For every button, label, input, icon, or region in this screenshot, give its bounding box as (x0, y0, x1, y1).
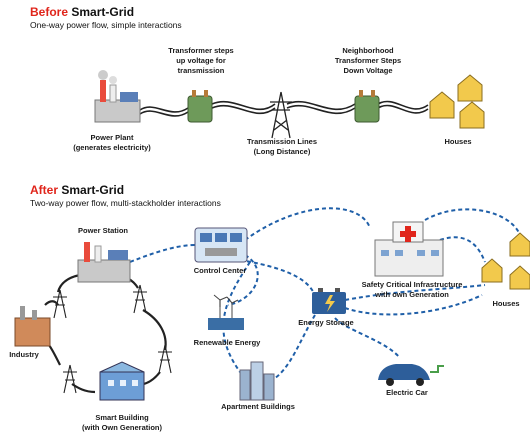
node-label: Electric Car (386, 388, 428, 398)
label-line: Control Center (194, 266, 247, 276)
label-line: Down Voltage (335, 66, 401, 76)
car-icon (378, 364, 444, 386)
title-prefix: Before (30, 5, 68, 19)
hospital-icon (375, 222, 443, 276)
label: Power Plant(generates electricity) (73, 133, 151, 153)
node-label: Industry (9, 350, 39, 360)
after-subtitle: Two-way power flow, multi-stackholder in… (30, 198, 221, 208)
node-label: Power Station (78, 226, 128, 236)
power-station-icon (78, 242, 130, 282)
title: Smart-Grid (71, 5, 134, 19)
node-label: Energy Storage (298, 318, 353, 328)
after-title: After Smart-Grid (30, 183, 124, 197)
before-title: Before Smart-Grid (30, 5, 134, 19)
label-line: Transformer Steps (335, 56, 401, 66)
houses-icon-after (482, 233, 530, 289)
label: Transmission Lines(Long Distance) (247, 137, 317, 157)
label-line: Renewable Energy (194, 338, 261, 348)
label-line: Energy Storage (298, 318, 353, 328)
label-line: Apartment Buildings (221, 402, 295, 412)
node-label: Renewable Energy (194, 338, 261, 348)
illustration (0, 0, 530, 434)
label-line: Houses (492, 299, 519, 309)
industry-icon (15, 306, 50, 346)
node-label: Control Center (194, 266, 247, 276)
label-line: Transmission Lines (247, 137, 317, 147)
power-plant-icon (95, 70, 140, 122)
smart-building-icon (100, 362, 144, 400)
node-label: Smart Building(with Own Generation) (82, 413, 162, 433)
control-center-icon (195, 228, 247, 262)
label-line: (with Own Generation) (82, 423, 162, 433)
label-line: Transformer steps (168, 46, 233, 56)
apartments-icon (240, 362, 274, 400)
label-line: Safety Critical Infrastructure (362, 280, 463, 290)
houses-icon (430, 75, 484, 128)
label: Houses (444, 137, 471, 147)
label-line: Industry (9, 350, 39, 360)
label-line: Power Station (78, 226, 128, 236)
tower-icon (270, 92, 292, 138)
label-line: transmission (168, 66, 233, 76)
label-line: Neighborhood (335, 46, 401, 56)
label-line: with own Generation (362, 290, 463, 300)
node-label: Apartment Buildings (221, 402, 295, 412)
title-prefix: After (30, 183, 58, 197)
label-line: (Long Distance) (247, 147, 317, 157)
label-line: up voltage for (168, 56, 233, 66)
title: Smart-Grid (61, 183, 124, 197)
node-label: Houses (492, 299, 519, 309)
battery-icon (312, 288, 346, 314)
page: Before Smart-Grid One-way power flow, si… (0, 0, 530, 434)
label-line: Power Plant (73, 133, 151, 143)
label-line: Houses (444, 137, 471, 147)
label-line: (generates electricity) (73, 143, 151, 153)
label-line: Smart Building (82, 413, 162, 423)
label-line: Electric Car (386, 388, 428, 398)
before-subtitle: One-way power flow, simple interactions (30, 20, 182, 30)
